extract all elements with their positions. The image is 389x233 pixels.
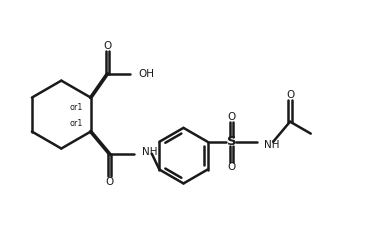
- Text: NH: NH: [142, 147, 158, 157]
- Text: O: O: [286, 90, 294, 100]
- Text: OH: OH: [138, 69, 154, 79]
- Text: or1: or1: [70, 119, 83, 127]
- Text: NH: NH: [264, 140, 280, 150]
- Text: S: S: [227, 135, 236, 148]
- Text: O: O: [227, 112, 236, 122]
- Text: O: O: [227, 162, 236, 172]
- Text: O: O: [103, 41, 112, 51]
- Text: or1: or1: [70, 103, 83, 112]
- Text: O: O: [105, 177, 114, 187]
